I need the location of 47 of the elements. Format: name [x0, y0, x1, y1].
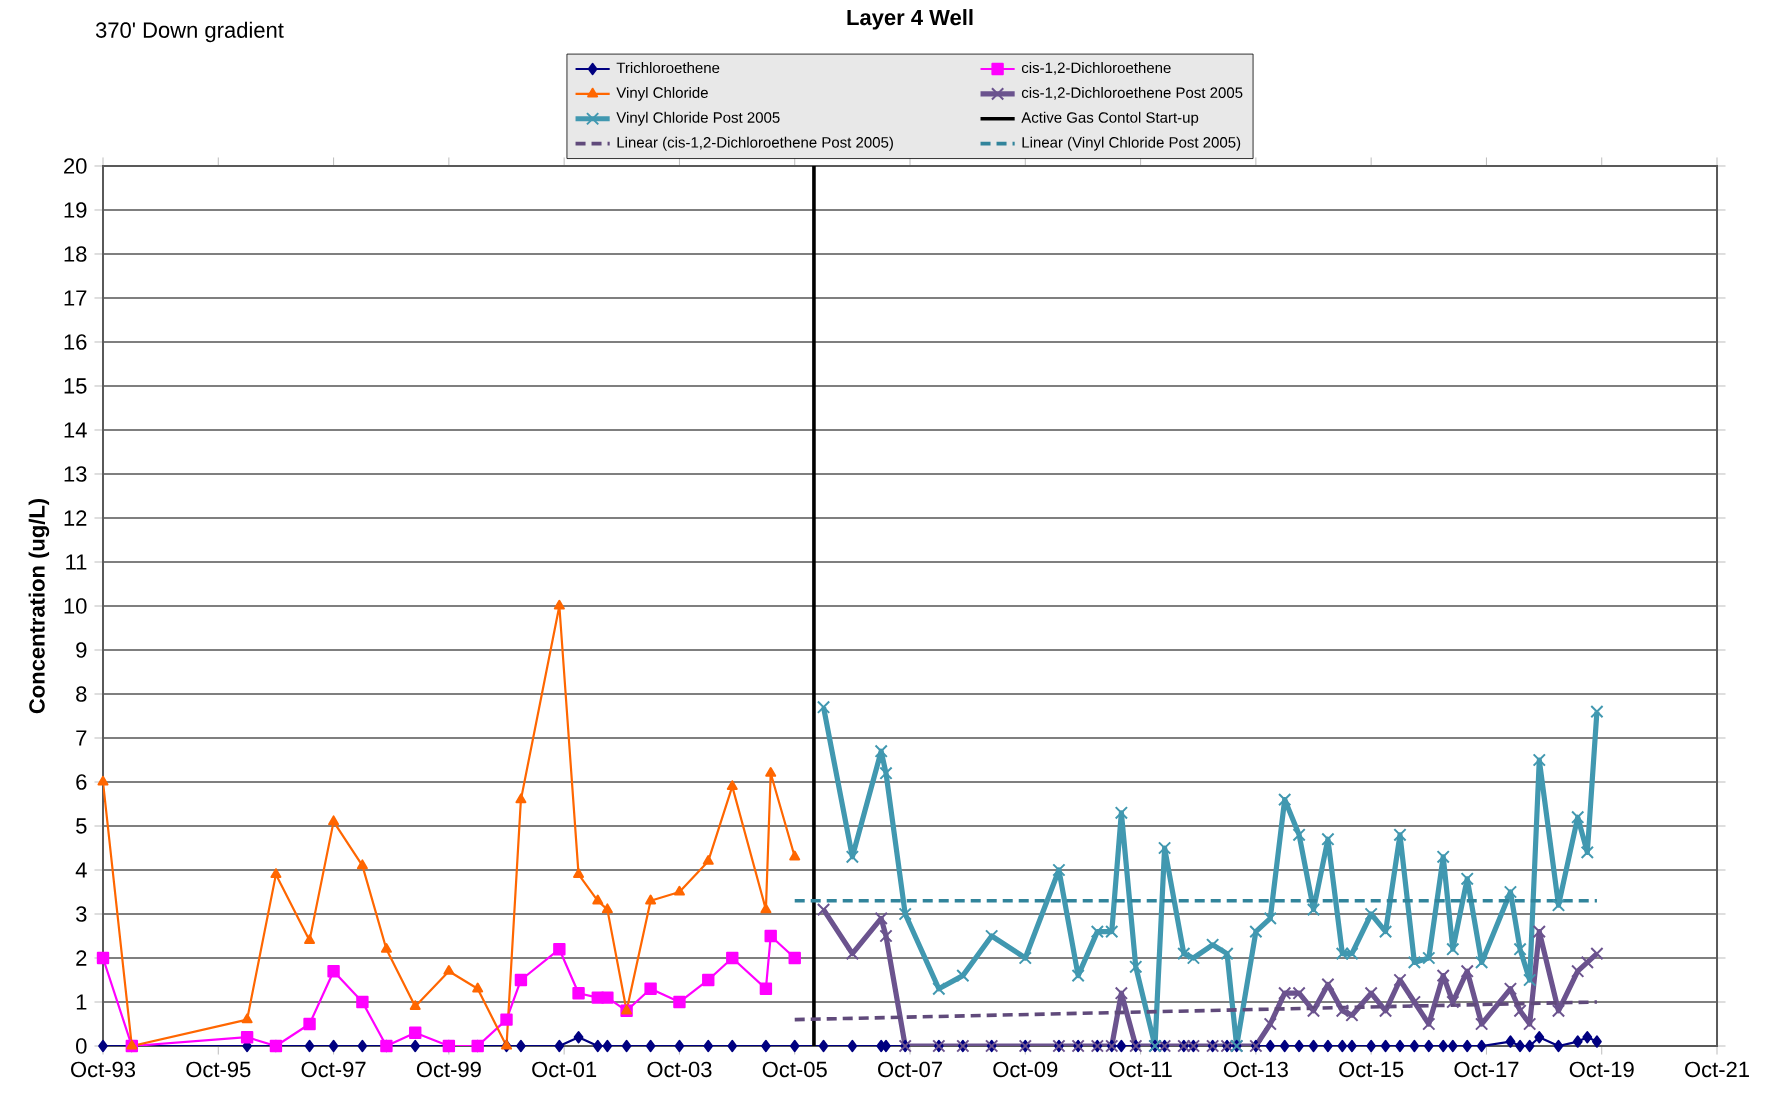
x-tick-label: Oct-11: [1109, 1061, 1172, 1078]
x-tick-label: Oct-13: [1223, 1061, 1288, 1078]
legend-label: cis-1,2-Dichloroethene Post 2005: [1021, 86, 1243, 100]
x-tick-label: Oct-01: [532, 1061, 597, 1078]
y-tick-label: 14: [64, 422, 87, 438]
chart-title: Layer 4 Well: [847, 9, 973, 30]
y-tick-label: 12: [64, 510, 87, 526]
x-tick-label: Oct-05: [762, 1061, 827, 1078]
y-tick-label: 4: [75, 862, 87, 878]
y-tick-label: 6: [76, 774, 87, 790]
y-tick-label: 5: [76, 818, 87, 834]
x-tick-label: Oct-03: [647, 1061, 712, 1078]
x-tick-label: Oct-97: [301, 1061, 366, 1078]
y-tick-label: 0: [76, 1038, 87, 1054]
y-tick-label: 19: [64, 202, 87, 218]
y-tick-label: 17: [64, 290, 87, 306]
x-tick-label: Oct-09: [993, 1061, 1058, 1078]
y-tick-label: 18: [64, 246, 87, 262]
y-tick-label: 13: [64, 466, 87, 482]
legend-label: Vinyl Chloride Post 2005: [616, 111, 780, 126]
x-tick-label: Oct-17: [1454, 1061, 1519, 1078]
legend-label: cis-1,2-Dichloroethene: [1021, 62, 1171, 75]
y-tick-label: 1: [76, 994, 87, 1010]
legend-label: Vinyl Chloride: [616, 86, 708, 101]
x-tick-label: Oct-21: [1685, 1061, 1749, 1078]
y-tick-label: 8: [76, 686, 87, 702]
legend-label: Linear (cis-1,2-Dichloroethene Post 2005): [617, 136, 893, 151]
y-tick-label: 2: [76, 950, 87, 966]
text: 370' Down gradient: [95, 21, 284, 43]
y-tick-label: 20: [64, 158, 87, 174]
x-tick-label: Oct-99: [416, 1061, 481, 1078]
y-axis-title: Concentration (ug/L): [28, 498, 50, 714]
x-tick-label: Oct-93: [71, 1061, 136, 1078]
y-tick-label: 9: [76, 642, 87, 658]
legend-label: Linear (Vinyl Chloride Post 2005): [1022, 136, 1241, 151]
y-tick-label: 16: [64, 334, 87, 350]
x-tick-label: Oct-07: [878, 1061, 942, 1078]
legend-label: Trichloroethene: [616, 62, 720, 74]
y-tick-label: 10: [64, 598, 87, 614]
y-tick-label: 3: [76, 906, 87, 922]
y-tick-label: 15: [64, 378, 87, 394]
y-tick-label: 11: [66, 554, 87, 570]
x-tick-label: Oct-19: [1569, 1061, 1634, 1078]
x-tick-label: Oct-15: [1339, 1061, 1404, 1078]
legend-label: Active Gas Contol Start-up: [1021, 111, 1199, 126]
y-tick-label: 7: [76, 730, 87, 746]
x-tick-label: Oct-95: [186, 1061, 251, 1078]
